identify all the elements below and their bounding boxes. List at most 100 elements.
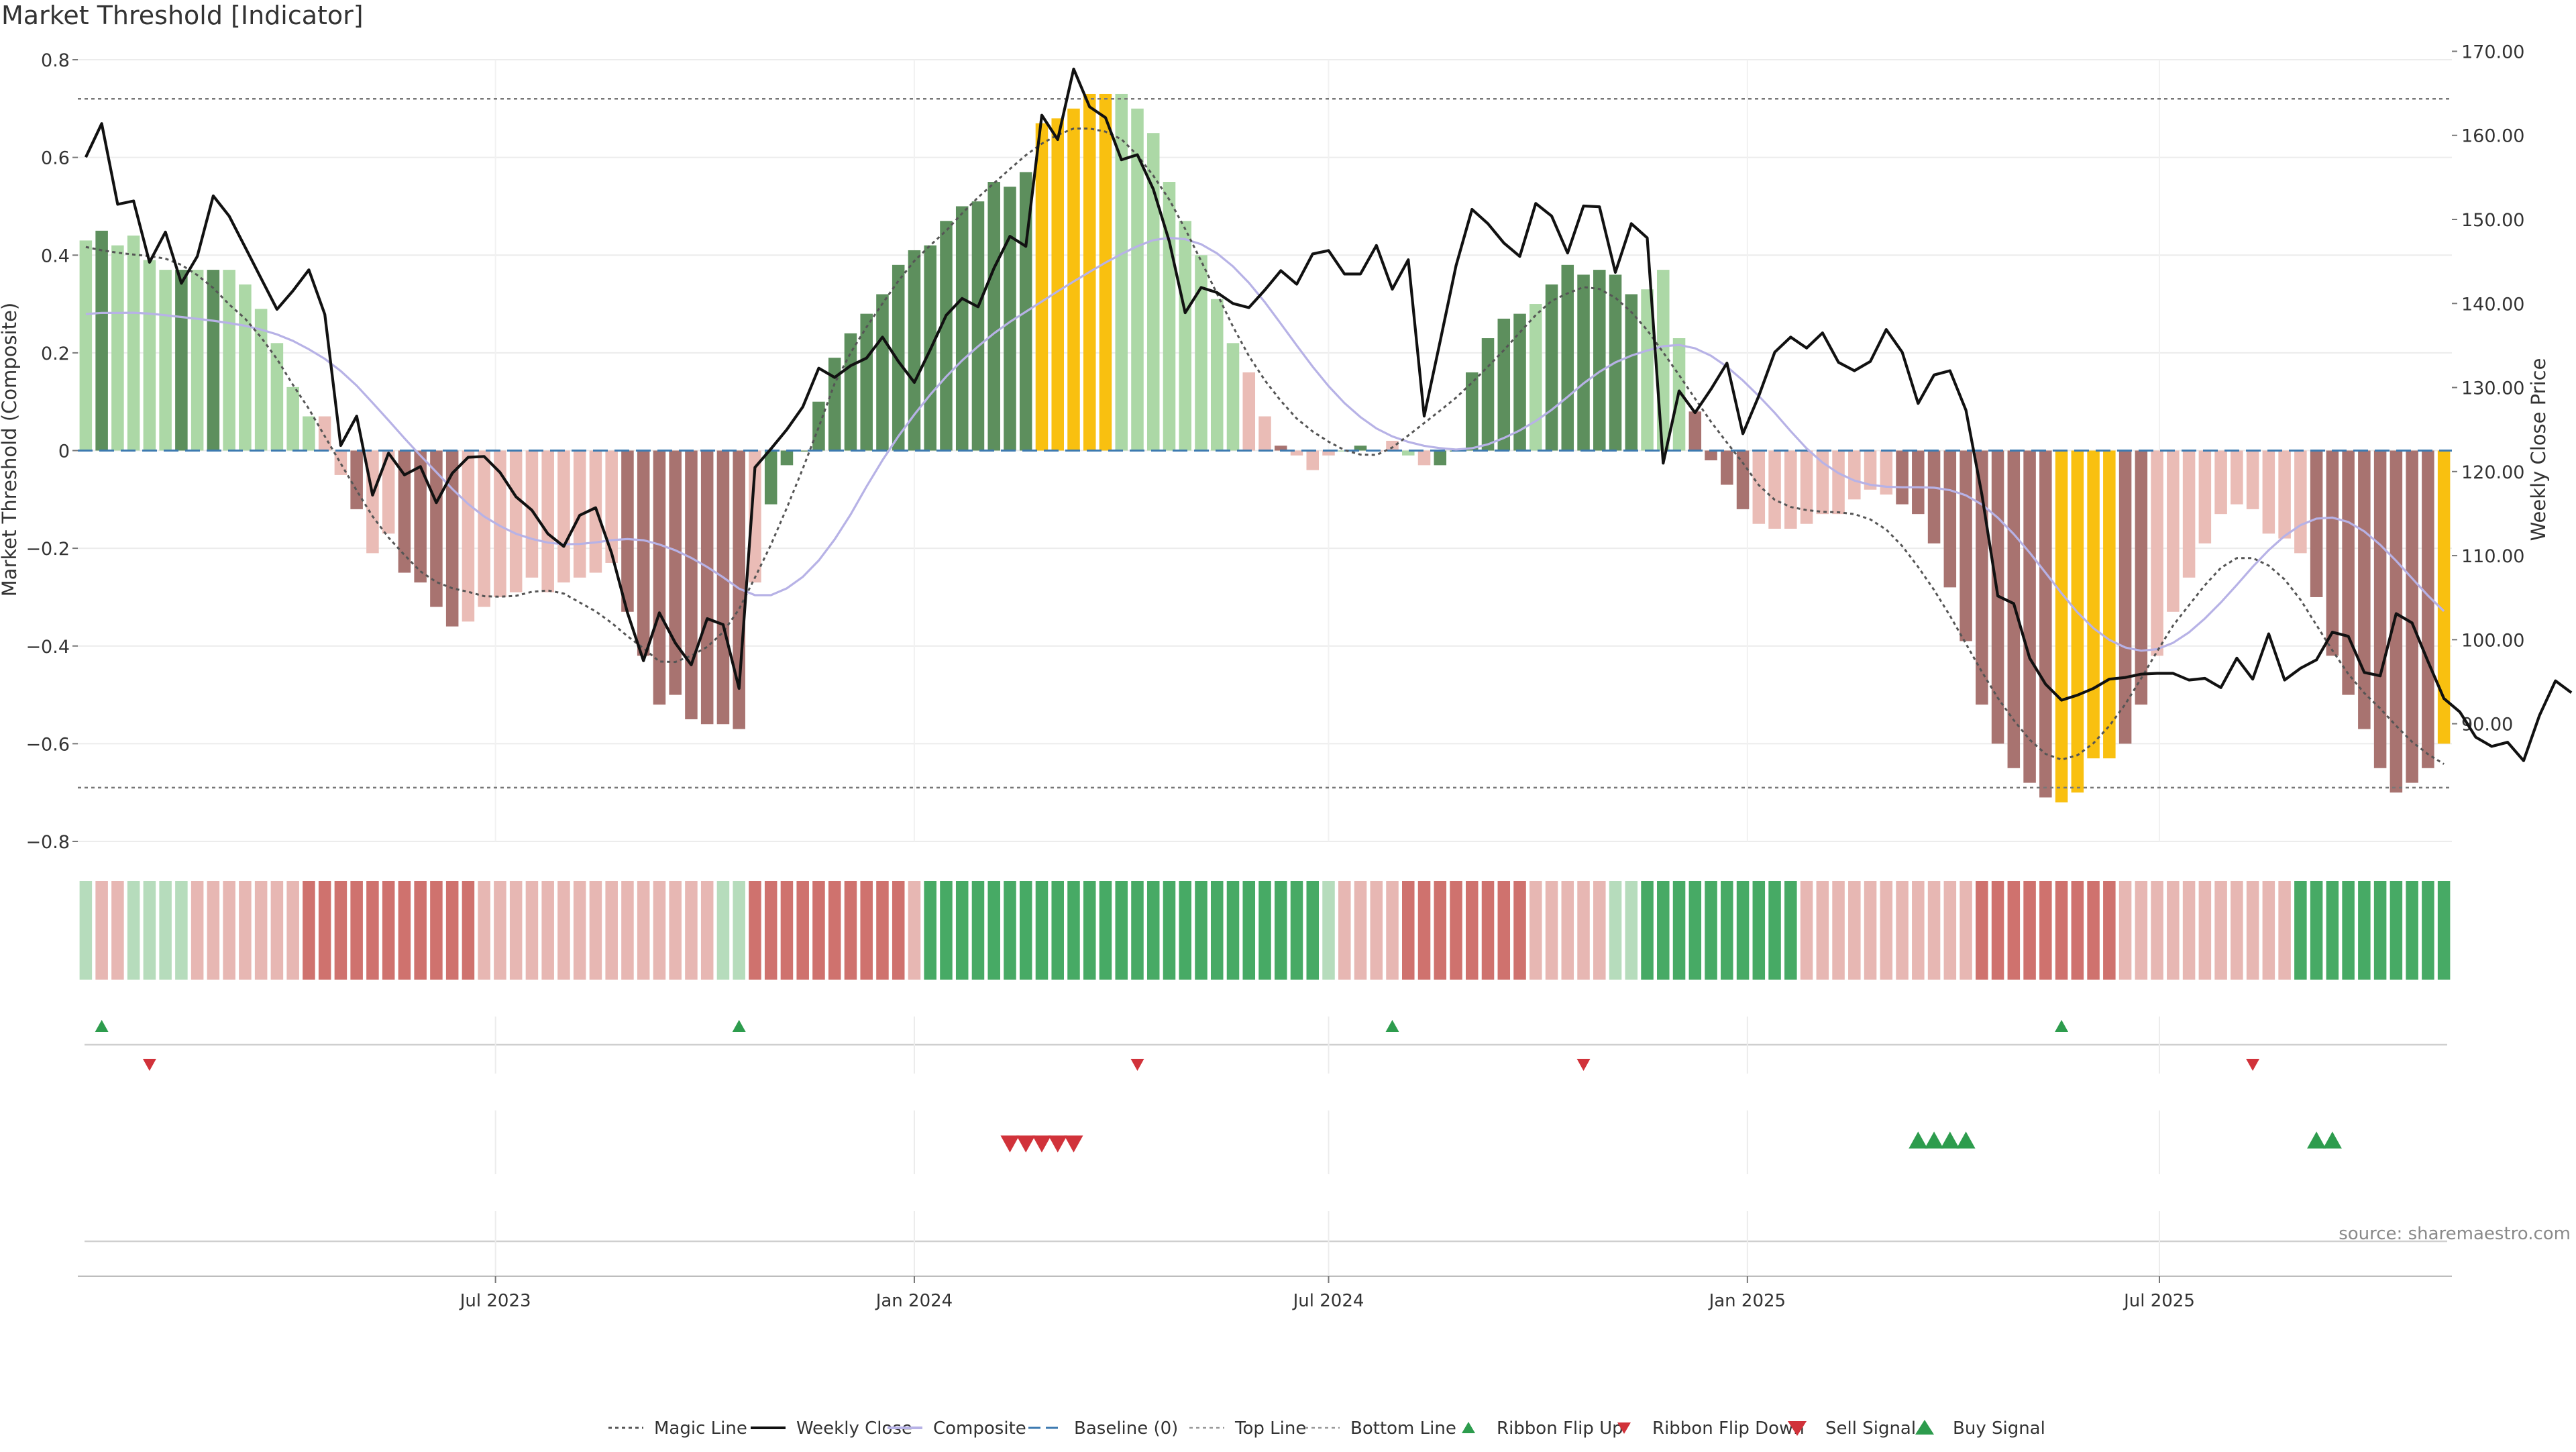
right-tick-label: 100.00	[2461, 630, 2524, 651]
ribbon-cell	[1083, 881, 1096, 980]
ribbon-cell	[2135, 881, 2148, 980]
composite-bar	[445, 450, 459, 627]
composite-bar	[2278, 450, 2291, 539]
composite-bar	[366, 450, 379, 554]
ribbon-cell	[2023, 881, 2036, 980]
composite-bar	[796, 450, 809, 452]
ribbon-cell	[111, 881, 124, 980]
sell-signal-marker	[1016, 1135, 1036, 1153]
ribbon-cell	[1481, 881, 1495, 980]
ribbon-cell	[334, 881, 347, 980]
x-tick-label: Jan 2025	[1708, 1291, 1786, 1311]
right-tick-label: 170.00	[2461, 42, 2524, 62]
left-tick-label: −0.4	[25, 637, 70, 658]
ribbon-cell	[1115, 881, 1128, 980]
composite-bar	[1274, 446, 1287, 451]
ribbon-cell	[2214, 881, 2227, 980]
legend-item: Ribbon Flip Up	[1462, 1418, 1623, 1439]
composite-bar	[749, 450, 761, 583]
composite-bar	[1784, 450, 1797, 529]
composite-bar	[1705, 450, 1717, 461]
ribbon-cell	[653, 881, 666, 980]
ribbon-cell	[1146, 881, 1160, 980]
legend-item: Baseline (0)	[1028, 1418, 1178, 1439]
series-lines	[78, 67, 2573, 789]
legend-item: Sell Signal	[1788, 1418, 1916, 1439]
composite-bar	[2358, 450, 2371, 729]
source-note: source: sharemaestro.com	[2339, 1224, 2571, 1244]
composite-bar	[1466, 372, 1479, 451]
ribbon-cell	[414, 881, 427, 980]
composite-bar	[1004, 187, 1016, 451]
ribbon-cell	[1912, 881, 1925, 980]
composite-bar	[876, 294, 889, 451]
composite-bar	[1513, 313, 1526, 451]
composite-bar	[191, 270, 204, 451]
composite-bar	[2422, 450, 2434, 768]
composite-bar	[1146, 133, 1160, 451]
composite-bar	[2182, 450, 2196, 578]
ribbon-cell	[1099, 881, 1112, 980]
ribbon-cell	[366, 881, 379, 980]
ribbon-cell	[828, 881, 841, 980]
composite-bar	[159, 270, 172, 451]
composite-bar	[254, 309, 268, 451]
composite-bar	[2310, 450, 2323, 597]
ribbon-cell	[1864, 881, 1877, 980]
composite-bar	[1752, 450, 1766, 524]
right-tick-label: 150.00	[2461, 210, 2524, 231]
ribbon-cell	[1306, 881, 1320, 980]
composite-bar	[1800, 450, 1813, 524]
composite-bar	[2087, 450, 2100, 759]
ribbon-flip-up-marker	[732, 1020, 746, 1032]
composite-bar	[1195, 255, 1208, 451]
legend-swatch-ribbon-flip-down	[1617, 1422, 1631, 1434]
ribbon-cell	[2087, 881, 2100, 980]
ribbon-cell	[478, 881, 490, 980]
ribbon-cell	[1051, 881, 1064, 980]
composite-bar	[2214, 450, 2227, 515]
ribbon-cell	[1274, 881, 1287, 980]
composite-bar	[1131, 108, 1144, 451]
ribbon-cell	[1880, 881, 1893, 980]
composite-bar	[2231, 450, 2243, 505]
ribbon-cell	[191, 881, 204, 980]
legend-label: Top Line	[1234, 1418, 1306, 1439]
composite-bar	[621, 450, 634, 612]
composite-bar	[414, 450, 427, 583]
ribbon-cell	[1226, 881, 1240, 980]
composite-bar	[270, 343, 284, 451]
weekly-close-line	[85, 67, 2573, 762]
ribbon-cell	[1370, 881, 1383, 980]
composite-bar	[2167, 450, 2180, 612]
ribbon-cell	[1258, 881, 1271, 980]
composite-bar	[716, 450, 730, 725]
ribbon-cell	[892, 881, 905, 980]
composite-bar	[2437, 450, 2451, 744]
legend-label: Buy Signal	[1953, 1418, 2045, 1439]
ribbon-cell	[2422, 881, 2434, 980]
composite-bar	[1912, 450, 1925, 515]
composite-bar	[1354, 446, 1367, 451]
ribbon-cell	[494, 881, 506, 980]
composite-bar	[462, 450, 475, 622]
ribbon-cell	[2342, 881, 2355, 980]
x-tick-label: Jul 2024	[1292, 1291, 1364, 1311]
right-tick-label: 90.00	[2461, 715, 2513, 735]
composite-bar	[2071, 450, 2084, 793]
x-tick-label: Jul 2025	[2123, 1291, 2195, 1311]
composite-bar	[812, 401, 825, 451]
ribbon-cell	[1705, 881, 1717, 980]
ribbon-cell	[924, 881, 936, 980]
left-tick-label: 0.4	[41, 246, 70, 266]
composite-bar	[2039, 450, 2052, 798]
ribbon-cell	[1976, 881, 1988, 980]
ribbon-cell	[1991, 881, 2004, 980]
ribbon-cell	[2055, 881, 2068, 980]
composite-bar	[1625, 294, 1638, 451]
ribbon-cell	[1466, 881, 1479, 980]
legend-item: Top Line	[1189, 1418, 1306, 1439]
magic-line	[85, 127, 2445, 765]
composite-bar	[2103, 450, 2116, 759]
